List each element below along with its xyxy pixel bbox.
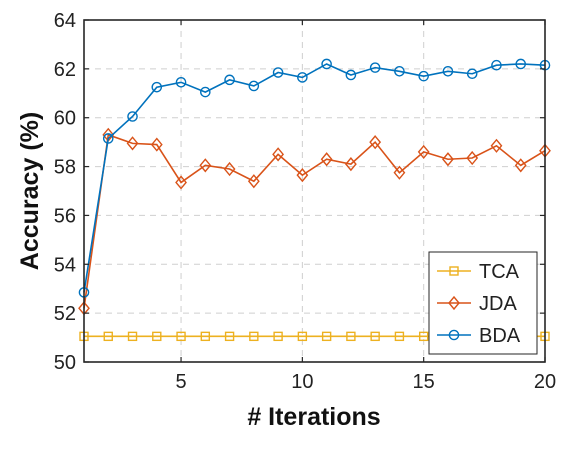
- data-point-bda: [418, 70, 429, 82]
- data-point-bda: [200, 86, 211, 98]
- data-point-bda: [321, 58, 332, 70]
- data-point-bda: [394, 66, 405, 77]
- data-point-tca: [152, 331, 162, 342]
- legend-label-tca: TCA: [479, 261, 520, 283]
- data-point-bda: [345, 69, 357, 81]
- data-point-jda: [393, 165, 406, 180]
- data-point-jda: [126, 136, 139, 151]
- series-jda: [78, 127, 551, 316]
- data-point-tca: [370, 331, 380, 342]
- data-point-jda: [344, 157, 357, 172]
- data-point-tca: [176, 331, 186, 342]
- y-tick-label: 58: [54, 157, 76, 179]
- y-axis-title: Accuracy (%): [16, 112, 44, 270]
- data-point-tca: [273, 331, 283, 342]
- data-point-tca: [103, 331, 113, 342]
- data-point-bda: [491, 59, 502, 71]
- data-point-bda: [369, 62, 381, 73]
- y-tick-label: 52: [54, 303, 76, 325]
- data-point-jda: [442, 152, 454, 167]
- data-point-tca: [200, 331, 211, 342]
- x-tick-label: 5: [175, 371, 186, 393]
- data-point-jda: [272, 147, 285, 162]
- data-point-jda: [247, 174, 260, 189]
- legend-label-bda: BDA: [479, 325, 521, 347]
- axis-ticks: 5 10 15 20 50 52 54 56 58 60 62 64: [54, 10, 556, 393]
- data-point-bda: [175, 76, 187, 88]
- data-point-jda: [150, 137, 163, 152]
- data-point-jda: [514, 158, 527, 173]
- legend-marker-tca: [449, 266, 459, 276]
- y-tick-label: 64: [54, 10, 76, 32]
- data-point-jda: [320, 152, 333, 167]
- data-point-tca: [321, 331, 332, 342]
- data-point-tca: [127, 331, 138, 342]
- data-point-bda: [127, 111, 138, 122]
- y-tick-label: 62: [54, 59, 76, 81]
- y-tick-label: 50: [54, 352, 76, 374]
- data-point-bda: [248, 80, 260, 92]
- x-axis-title: # Iterations: [247, 403, 380, 431]
- data-point-tca: [224, 331, 235, 342]
- data-point-jda: [296, 168, 309, 183]
- data-point-tca: [297, 331, 308, 342]
- data-point-bda: [272, 67, 284, 78]
- data-point-jda: [466, 150, 479, 166]
- data-point-bda: [151, 81, 163, 93]
- data-point-tca: [249, 331, 259, 342]
- legend-marker-bda: [448, 329, 460, 341]
- data-point-bda: [224, 74, 235, 86]
- legend: TCA JDA BDA: [428, 251, 538, 355]
- data-point-bda: [442, 66, 454, 77]
- data-point-jda: [490, 138, 503, 153]
- legend-label-jda: JDA: [479, 293, 517, 315]
- data-point-jda: [417, 144, 430, 160]
- data-point-jda: [199, 158, 212, 173]
- data-point-tca: [394, 331, 405, 342]
- legend-marker-jda: [448, 295, 460, 311]
- y-tick-label: 54: [54, 254, 76, 276]
- plot-frame: [83, 19, 546, 363]
- x-tick-label: 15: [413, 371, 435, 393]
- data-point-bda: [515, 58, 527, 70]
- y-tick-label: 60: [54, 108, 76, 130]
- data-point-bda: [102, 133, 114, 144]
- data-point-bda: [466, 68, 478, 80]
- data-point-jda: [175, 175, 187, 190]
- data-point-tca: [418, 331, 429, 342]
- data-point-tca: [346, 331, 356, 342]
- series-layer: [78, 58, 551, 342]
- x-tick-label: 10: [291, 371, 313, 393]
- series-bda: [78, 58, 551, 298]
- x-tick-label: 20: [534, 371, 556, 393]
- data-point-jda: [223, 161, 236, 177]
- data-point-bda: [297, 72, 308, 83]
- y-tick-label: 56: [54, 205, 76, 227]
- data-point-jda: [369, 135, 382, 150]
